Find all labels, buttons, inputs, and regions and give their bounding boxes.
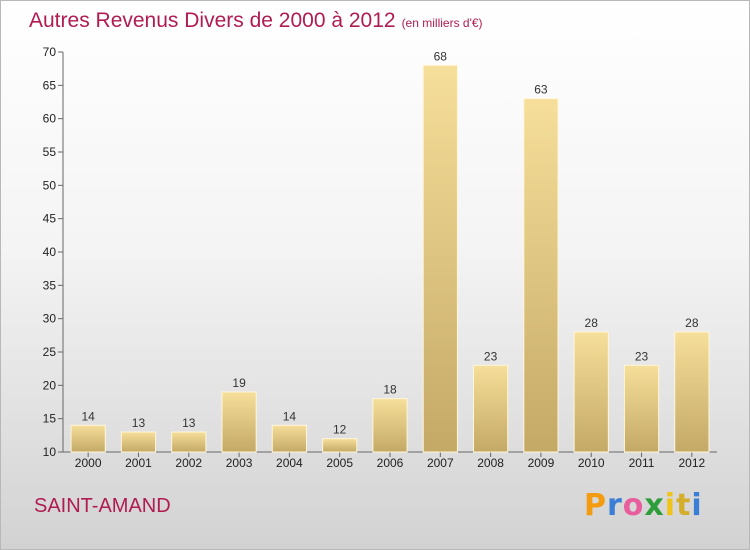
logo-letter: x: [644, 488, 665, 523]
data-label: 63: [534, 83, 548, 97]
bar-2009: [523, 98, 559, 453]
x-tick-label: 2005: [326, 456, 353, 470]
bar-2007: [422, 64, 458, 453]
data-label: 13: [182, 416, 196, 430]
x-tick-label: 2006: [377, 456, 404, 470]
data-label: 19: [232, 376, 246, 390]
y-tick-label: 10: [43, 445, 57, 459]
data-label: 68: [434, 49, 448, 63]
data-label: 28: [585, 316, 599, 330]
logo-letter: t: [676, 488, 692, 523]
logo-letter: r: [607, 488, 623, 523]
logo-letter: o: [622, 488, 645, 523]
x-tick-label: 2001: [125, 456, 152, 470]
x-tick-label: 2010: [578, 456, 605, 470]
bar-2006: [372, 398, 408, 453]
y-tick-label: 45: [43, 212, 57, 226]
y-tick-label: 70: [43, 45, 57, 59]
bar-2003: [221, 391, 257, 453]
chart-title-text: Autres Revenus Divers de 2000 à 2012: [29, 9, 396, 32]
data-label: 13: [132, 416, 146, 430]
y-tick-label: 65: [43, 78, 57, 92]
logo-letter: i: [664, 488, 677, 523]
x-tick-label: 2008: [477, 456, 504, 470]
proxiti-logo: Proxiti: [584, 488, 703, 523]
data-label: 18: [383, 383, 397, 397]
chart-data-labels: 14 13 13 19 14 12 18 68 23 63 28 23 28: [81, 49, 698, 436]
bar-2011: [623, 364, 660, 453]
logo-letter: i: [691, 488, 703, 523]
data-label: 14: [283, 409, 297, 423]
logo-letter: P: [584, 488, 607, 523]
data-label: 23: [484, 349, 498, 363]
y-tick-label: 60: [43, 112, 57, 126]
chart-title: Autres Revenus Divers de 2000 à 2012 (en …: [29, 9, 483, 33]
y-tick-label: 50: [43, 178, 57, 192]
x-tick-label: 2012: [678, 456, 705, 470]
bar-2005: [322, 438, 358, 453]
x-tick-label: 2000: [75, 456, 102, 470]
bar-2001: [120, 431, 157, 453]
bar-2010: [573, 331, 609, 453]
x-tick-label: 2002: [175, 456, 202, 470]
x-tick-label: 2011: [629, 456, 655, 470]
commune-name: SAINT-AMAND: [34, 495, 171, 517]
y-tick-label: 35: [43, 278, 57, 292]
bar-2000: [70, 424, 106, 453]
x-tick-label: 2003: [226, 456, 253, 470]
data-label: 28: [685, 316, 699, 330]
x-tick-label: 2004: [276, 456, 303, 470]
bar-2008: [473, 364, 509, 453]
y-tick-label: 55: [43, 145, 57, 159]
bar-2012: [674, 331, 710, 453]
y-tick-label: 30: [43, 312, 57, 326]
chart-subtitle: (en milliers d'€): [401, 16, 483, 30]
x-tick-label: 2009: [528, 456, 555, 470]
x-tick-label: 2007: [427, 456, 454, 470]
chart-bars: [70, 64, 710, 453]
data-label: 14: [81, 409, 95, 423]
y-tick-label: 40: [43, 245, 57, 259]
bar-2004: [271, 424, 307, 453]
y-tick-label: 25: [43, 345, 57, 359]
data-label: 23: [635, 349, 649, 363]
data-label: 12: [333, 423, 347, 437]
bar-2002: [171, 431, 207, 453]
y-tick-label: 20: [43, 378, 57, 392]
y-tick-label: 15: [43, 412, 57, 426]
